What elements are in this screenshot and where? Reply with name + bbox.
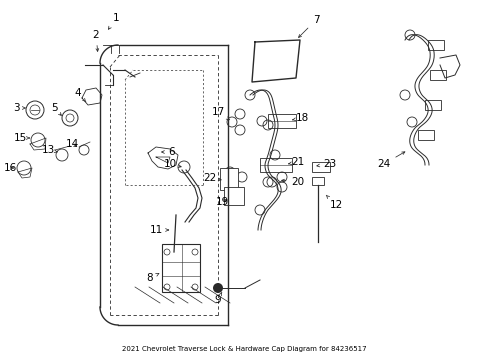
Bar <box>427 40 443 50</box>
Text: 15: 15 <box>13 133 29 143</box>
Text: 14: 14 <box>65 139 79 149</box>
Text: 17: 17 <box>211 107 229 120</box>
Text: 12: 12 <box>325 195 342 210</box>
Text: 8: 8 <box>146 273 159 283</box>
Bar <box>417 130 433 140</box>
Bar <box>220 168 238 190</box>
Bar <box>429 70 445 80</box>
Text: 5: 5 <box>51 103 61 116</box>
Bar <box>162 244 200 292</box>
Bar <box>311 162 329 172</box>
Text: 21: 21 <box>288 157 304 167</box>
Bar <box>224 187 244 205</box>
Text: 7: 7 <box>298 15 319 37</box>
Text: 20: 20 <box>281 177 304 187</box>
Text: 22: 22 <box>203 173 221 183</box>
Text: 2: 2 <box>93 30 99 51</box>
Text: 3: 3 <box>13 103 25 113</box>
Text: 9: 9 <box>214 292 222 305</box>
Text: 18: 18 <box>292 113 308 123</box>
Text: 13: 13 <box>41 145 58 155</box>
Text: 16: 16 <box>3 163 17 173</box>
Bar <box>311 177 324 185</box>
Text: 19: 19 <box>215 197 228 207</box>
Bar <box>424 100 440 110</box>
Bar <box>267 114 295 128</box>
Text: 6: 6 <box>162 147 175 157</box>
Text: 4: 4 <box>75 88 86 102</box>
Text: 1: 1 <box>108 13 119 29</box>
Text: 2021 Chevrolet Traverse Lock & Hardware Cap Diagram for 84236517: 2021 Chevrolet Traverse Lock & Hardware … <box>122 346 366 352</box>
Text: 10: 10 <box>163 159 181 169</box>
Text: 11: 11 <box>149 225 168 235</box>
Text: 23: 23 <box>316 159 336 169</box>
Bar <box>260 158 291 172</box>
Circle shape <box>213 283 223 293</box>
Text: 24: 24 <box>377 152 404 169</box>
